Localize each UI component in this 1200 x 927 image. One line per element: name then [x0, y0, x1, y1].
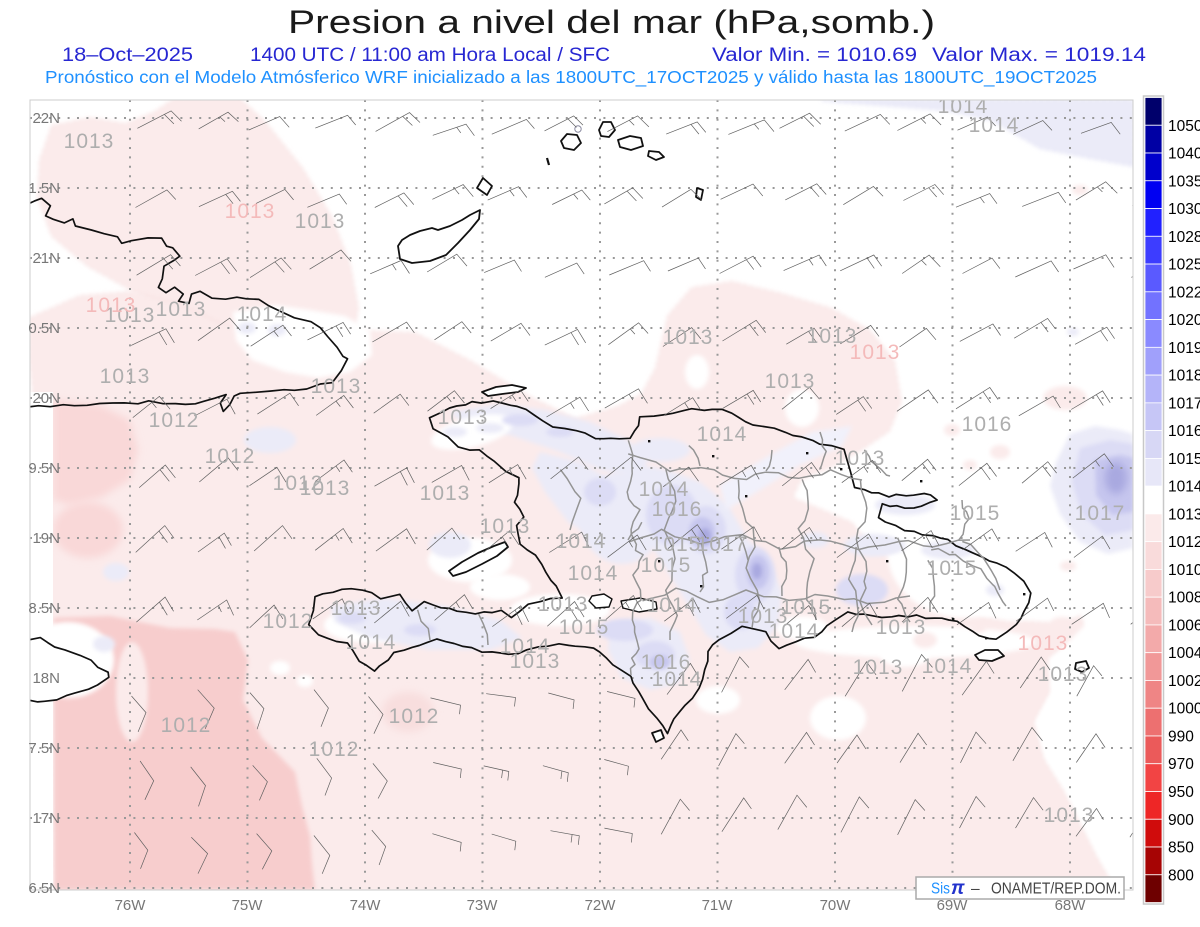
svg-text:1014: 1014 — [922, 655, 973, 678]
svg-text:1012: 1012 — [205, 445, 256, 468]
svg-text:1013: 1013 — [876, 616, 927, 639]
svg-text:1012: 1012 — [161, 714, 212, 737]
svg-text:1015: 1015 — [781, 596, 832, 619]
svg-text:1013: 1013 — [835, 447, 886, 470]
svg-text:1010: 1010 — [1168, 562, 1200, 579]
svg-text:1025: 1025 — [1168, 257, 1200, 274]
svg-text:1013: 1013 — [1038, 663, 1089, 686]
svg-text:1017: 1017 — [697, 533, 748, 556]
svg-text:1013: 1013 — [850, 341, 901, 364]
svg-text:1013: 1013 — [100, 365, 151, 388]
svg-text:1016: 1016 — [1168, 423, 1200, 440]
svg-text:1012: 1012 — [263, 610, 314, 633]
svg-text:900: 900 — [1168, 812, 1194, 829]
svg-text:1014: 1014 — [237, 303, 288, 326]
svg-text:1014: 1014 — [1168, 479, 1200, 496]
svg-text:1014: 1014 — [969, 114, 1020, 137]
svg-text:1030: 1030 — [1168, 201, 1200, 218]
svg-text:1013: 1013 — [807, 325, 858, 348]
svg-text:1013: 1013 — [853, 656, 904, 679]
svg-text:1013: 1013 — [156, 298, 207, 321]
svg-text:1028: 1028 — [1168, 229, 1200, 246]
svg-text:1013: 1013 — [311, 375, 362, 398]
svg-text:1015: 1015 — [927, 557, 978, 580]
svg-text:1015: 1015 — [950, 502, 1001, 525]
svg-text:1013: 1013 — [64, 130, 115, 153]
svg-text:1013: 1013 — [331, 597, 382, 620]
svg-text:1002: 1002 — [1168, 673, 1200, 690]
svg-text:1016: 1016 — [641, 651, 692, 674]
svg-text:1013: 1013 — [1168, 506, 1200, 523]
svg-text:1015: 1015 — [641, 554, 692, 577]
svg-text:1050: 1050 — [1168, 118, 1200, 135]
svg-text:970: 970 — [1168, 756, 1194, 773]
svg-text:1000: 1000 — [1168, 701, 1200, 718]
svg-text:1018: 1018 — [1168, 368, 1200, 385]
svg-text:ONAMET/REP.DOM.: ONAMET/REP.DOM. — [991, 881, 1121, 898]
svg-text:1014: 1014 — [556, 530, 607, 553]
svg-text:1013: 1013 — [300, 477, 351, 500]
svg-text:1015: 1015 — [559, 616, 610, 639]
svg-text:1014: 1014 — [639, 478, 690, 501]
svg-text:1013: 1013 — [225, 200, 276, 223]
svg-text:1012: 1012 — [389, 705, 440, 728]
svg-text:1012: 1012 — [309, 738, 360, 761]
svg-text:1013: 1013 — [420, 482, 471, 505]
svg-text:1014: 1014 — [652, 668, 703, 691]
svg-text:–: – — [971, 881, 980, 898]
svg-text:1017: 1017 — [1075, 502, 1126, 525]
svg-text:1013: 1013 — [1044, 804, 1095, 827]
svg-text:1020: 1020 — [1168, 312, 1200, 329]
svg-text:1012: 1012 — [149, 409, 200, 432]
svg-text:1014: 1014 — [647, 594, 698, 617]
svg-text:950: 950 — [1168, 784, 1194, 801]
svg-text:1013: 1013 — [765, 370, 816, 393]
svg-text:1013: 1013 — [663, 326, 714, 349]
svg-text:Valor Max. = 1019.14: Valor Max. = 1019.14 — [932, 45, 1147, 66]
svg-text:1014: 1014 — [938, 95, 989, 118]
svg-text:1019: 1019 — [1168, 340, 1200, 357]
svg-text:1013: 1013 — [86, 294, 137, 317]
svg-text:850: 850 — [1168, 840, 1194, 857]
svg-text:1012: 1012 — [273, 472, 324, 495]
svg-text:1014: 1014 — [769, 620, 820, 643]
svg-text:1008: 1008 — [1168, 590, 1200, 607]
svg-text:1013: 1013 — [295, 210, 346, 233]
svg-text:1017: 1017 — [1168, 395, 1200, 412]
svg-text:1006: 1006 — [1168, 617, 1200, 634]
svg-text:1014: 1014 — [568, 562, 619, 585]
svg-text:990: 990 — [1168, 729, 1194, 746]
svg-text:1012: 1012 — [1168, 534, 1200, 551]
svg-text:1016: 1016 — [962, 413, 1013, 436]
svg-text:800: 800 — [1168, 867, 1194, 884]
svg-text:1040: 1040 — [1168, 146, 1200, 163]
svg-text:1015: 1015 — [1168, 451, 1200, 468]
svg-text:1035: 1035 — [1168, 173, 1200, 190]
svg-text:π: π — [951, 878, 965, 899]
svg-text:1014: 1014 — [500, 635, 551, 658]
svg-text:Presion a nivel del mar (hPa,s: Presion a nivel del mar (hPa,somb.) — [288, 4, 935, 40]
svg-text:1013: 1013 — [480, 515, 531, 538]
svg-text:1013: 1013 — [1018, 632, 1069, 655]
svg-text:1022: 1022 — [1168, 284, 1200, 301]
svg-text:1013: 1013 — [538, 593, 589, 616]
svg-text:1013: 1013 — [738, 605, 789, 628]
svg-text:1015: 1015 — [651, 533, 702, 556]
svg-text:Pronóstico con el Modelo Atmós: Pronóstico con el Modelo Atmósferico WRF… — [45, 67, 1097, 88]
svg-text:1013: 1013 — [105, 304, 156, 327]
svg-text:1004: 1004 — [1168, 645, 1200, 662]
svg-text:18–Oct–2025: 18–Oct–2025 — [62, 45, 193, 66]
svg-text:1400 UTC / 11:00 am Hora Local: 1400 UTC / 11:00 am Hora Local / SFC — [250, 45, 610, 66]
svg-text:1014: 1014 — [346, 631, 397, 654]
svg-text:Sis: Sis — [931, 881, 950, 898]
svg-text:1014: 1014 — [697, 423, 748, 446]
svg-text:1016: 1016 — [652, 498, 703, 521]
svg-text:Valor Min. = 1010.69: Valor Min. = 1010.69 — [712, 45, 917, 66]
svg-text:1013: 1013 — [438, 406, 489, 429]
svg-text:1013: 1013 — [510, 650, 561, 673]
